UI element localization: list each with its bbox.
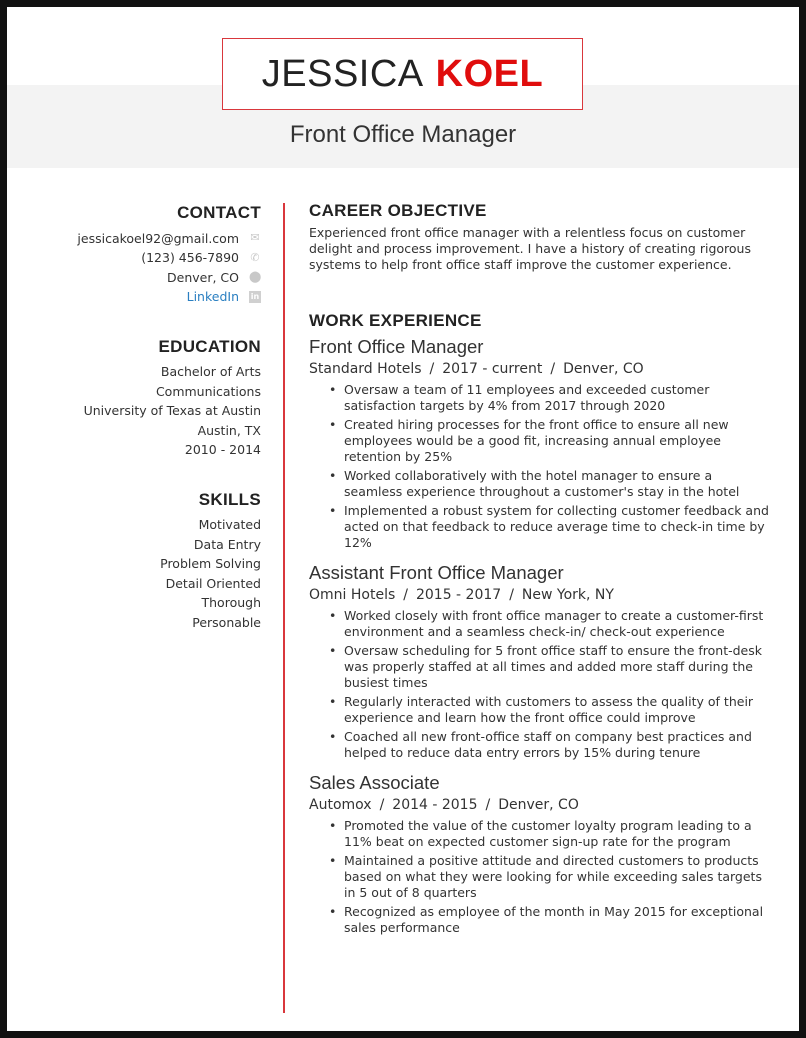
skill-item: Detail Oriented: [165, 575, 261, 591]
separator: /: [509, 587, 514, 603]
education-section: EDUCATION Bachelor of Arts Communication…: [40, 337, 261, 460]
education-line: 2010 - 2014: [184, 442, 261, 457]
phone-text: (123) 456-7890: [141, 250, 239, 265]
education-line: Austin, TX: [197, 422, 261, 438]
job-entry: Sales Associate Automox / 2014 - 2015 / Denv…: [309, 772, 769, 936]
contact-section: CONTACT jessicakoel92@gmail.com ✉ (123) 4…: [40, 203, 261, 307]
map-pin-icon: ⬤: [249, 270, 262, 284]
bullet-item: Promoted the value of the customer loyal…: [329, 818, 769, 850]
phone-icon: ✆: [250, 250, 260, 264]
separator: /: [550, 361, 556, 377]
contact-phone: (123) 456-7890 ✆: [40, 248, 261, 268]
bullet-item: Worked collaboratively with the hotel ma…: [329, 468, 769, 500]
dates: 2017 - current: [442, 361, 543, 377]
job-entry: Front Office Manager Standard Hotels / 201…: [309, 336, 769, 551]
contact-heading: CONTACT: [177, 203, 261, 222]
bullet-item: Oversaw scheduling for 5 front office st…: [329, 643, 769, 691]
dates: 2014 - 2015: [392, 797, 478, 813]
linkedin-icon: in: [249, 290, 261, 303]
job-list: Front Office Manager Standard Hotels / 201…: [309, 336, 769, 936]
contact-linkedin[interactable]: LinkedIn in: [40, 287, 261, 307]
job-title: Front Office Manager: [289, 121, 517, 148]
job-title: Assistant Front Office Manager: [309, 562, 564, 583]
skill-item: Motivated: [198, 517, 261, 532]
skill-item: Thorough: [201, 595, 262, 610]
separator: /: [485, 797, 491, 813]
right-column: CAREER OBJECTIVE Experienced front offic…: [309, 201, 769, 950]
skill-item: Personable: [192, 614, 261, 630]
dates: 2015 - 2017: [415, 587, 502, 603]
last-name: KOEL: [435, 52, 544, 95]
company: Automox: [309, 797, 372, 813]
bullet-list: Worked closely with front office manager…: [309, 608, 769, 761]
bullet-item: Recognized as employee of the month in M…: [329, 904, 769, 936]
linkedin-link[interactable]: LinkedIn: [186, 289, 239, 304]
skills-section: SKILLS Motivated Data Entry Problem Solv…: [40, 490, 261, 633]
objective-heading: CAREER OBJECTIVE: [309, 201, 487, 220]
job-location: New York, NY: [521, 587, 614, 603]
email-text: jessicakoel92@gmail.com: [77, 230, 239, 246]
separator: /: [429, 361, 435, 377]
column-divider: [283, 203, 285, 1013]
bullet-item: Worked closely with front office manager…: [329, 608, 769, 640]
skills-heading: SKILLS: [198, 489, 261, 509]
bullet-list: Promoted the value of the customer loyal…: [309, 818, 769, 936]
skill-item: Problem Solving: [160, 556, 261, 571]
job-meta: Standard Hotels / 2017 - current / Denver, C…: [309, 361, 769, 377]
first-name: JESSICA: [261, 52, 424, 95]
name-box: JESSICA KOEL: [222, 38, 583, 110]
bullet-item: Regularly interacted with customers to a…: [329, 694, 769, 726]
job-entry: Assistant Front Office Manager Omni Hote…: [309, 562, 769, 761]
company: Omni Hotels: [309, 587, 396, 603]
job-title: Sales Associate: [309, 772, 440, 793]
bullet-item: Implemented a robust system for collecti…: [329, 503, 769, 551]
skill-item: Data Entry: [193, 536, 261, 552]
job-location: Denver, CO: [563, 361, 644, 377]
job-meta: Omni Hotels / 2015 - 2017 / New York, NY: [309, 587, 769, 603]
bullet-item: Coached all new front-office staff on co…: [329, 729, 769, 761]
envelope-icon: ✉: [250, 231, 260, 245]
location-text: Denver, CO: [167, 269, 239, 285]
bullet-item: Created hiring processes for the front o…: [329, 417, 769, 465]
education-line: Bachelor of Arts: [160, 364, 261, 379]
separator: /: [403, 587, 408, 603]
education-heading: EDUCATION: [158, 336, 261, 356]
bullet-item: Oversaw a team of 11 employees and excee…: [329, 382, 769, 414]
contact-email: jessicakoel92@gmail.com ✉: [40, 229, 261, 249]
bullet-list: Oversaw a team of 11 employees and excee…: [309, 382, 769, 551]
job-location: Denver, CO: [498, 797, 579, 813]
education-line: University of Texas at Austin: [83, 403, 261, 418]
left-column: CONTACT jessicakoel92@gmail.com ✉ (123) 4…: [40, 203, 261, 662]
bullet-item: Maintained a positive attitude and direc…: [329, 853, 769, 901]
job-meta: Automox / 2014 - 2015 / Denver, CO: [309, 797, 769, 813]
job-title: Front Office Manager: [309, 336, 484, 357]
education-line: Communications: [155, 383, 261, 399]
experience-heading: WORK EXPERIENCE: [309, 311, 482, 330]
company: Standard Hotels: [309, 361, 422, 377]
separator: /: [379, 797, 385, 813]
contact-location: Denver, CO ⬤: [40, 268, 261, 288]
objective-text: Experienced front office manager with a …: [309, 225, 751, 272]
